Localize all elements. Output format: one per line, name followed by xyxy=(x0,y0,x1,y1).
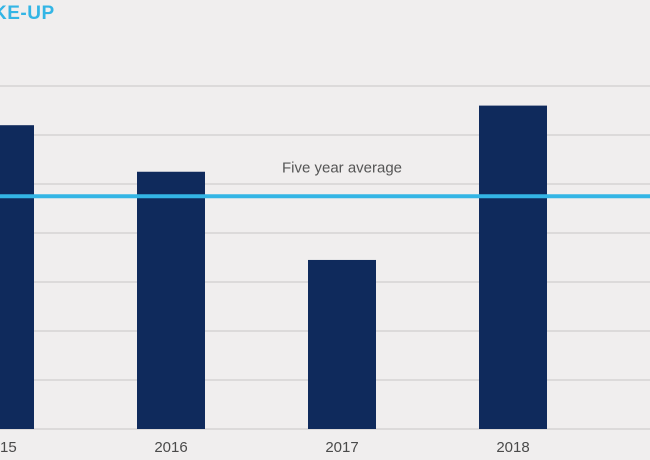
x-tick-label-2015: 2015 xyxy=(0,439,17,456)
x-tick-label-2018: 2018 xyxy=(496,439,529,456)
x-tick-label-2017: 2017 xyxy=(325,439,358,456)
bar-2017 xyxy=(308,259,376,429)
average-line-label: Five year average xyxy=(282,159,402,176)
bars xyxy=(0,105,547,429)
x-tick-labels: 2015 2016 2017 2018 xyxy=(0,439,530,456)
bar-2015 xyxy=(0,125,34,429)
bar-2016 xyxy=(137,171,205,429)
bar-2018 xyxy=(479,105,547,429)
chart-title: KE-UP xyxy=(0,3,55,24)
x-tick-label-2016: 2016 xyxy=(154,439,187,456)
